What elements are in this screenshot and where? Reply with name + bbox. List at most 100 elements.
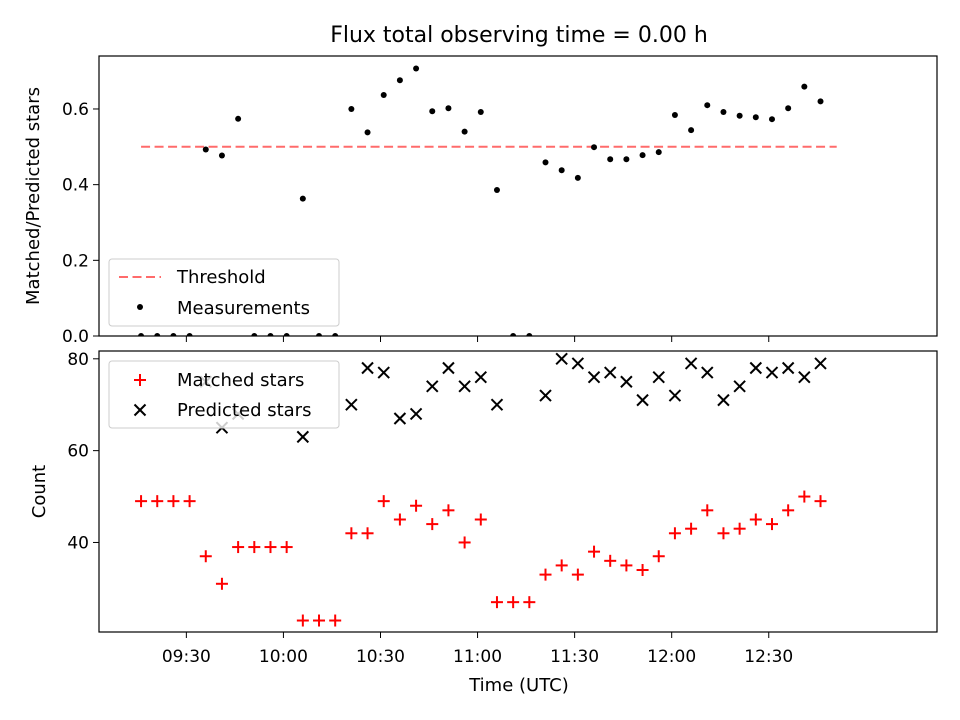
measurement-point <box>461 128 468 135</box>
matched-star-point <box>749 513 762 526</box>
matched-star-point <box>361 527 374 540</box>
bottom-y-tick-label: 80 <box>67 350 89 370</box>
matched-star-point <box>782 504 795 517</box>
matched-star-point <box>442 504 455 517</box>
cross-b <box>814 357 827 370</box>
legend-matched-label: Matched stars <box>177 370 304 391</box>
predicted-star-point <box>604 366 617 379</box>
matched-star-point <box>458 536 471 549</box>
measurement-point <box>623 156 630 163</box>
measurement-point <box>671 112 678 119</box>
legend-predicted-swatch <box>133 403 147 417</box>
measurement-point <box>380 91 387 98</box>
x-tick-label: 10:30 <box>356 647 405 667</box>
predicted-star-point <box>458 380 471 393</box>
predicted-star-point <box>571 357 585 370</box>
cross-b <box>555 352 568 366</box>
predicted-star-point <box>814 357 827 370</box>
top-plot-area <box>138 65 837 336</box>
top-y-axis-label: Matched/Predicted stars <box>23 87 44 305</box>
matched-star-point <box>490 596 503 609</box>
matched-star-point <box>313 614 326 627</box>
cross-b <box>765 366 779 379</box>
matched-star-point <box>588 545 601 558</box>
matched-star-point <box>814 495 827 508</box>
predicted-star-point <box>684 357 698 370</box>
top-y-tick-label: 0.2 <box>62 251 89 271</box>
measurement-point <box>801 83 808 90</box>
predicted-star-point <box>652 370 665 384</box>
measurement-point <box>170 333 177 336</box>
measurement-point <box>720 109 727 115</box>
cross-b <box>458 380 471 393</box>
matched-star-point <box>555 559 568 572</box>
measurement-point <box>591 144 598 151</box>
measurement-point <box>396 77 403 84</box>
x-tick-label: 10:00 <box>259 647 308 667</box>
predicted-star-point <box>733 380 746 393</box>
predicted-star-point <box>426 380 439 393</box>
measurement-point <box>283 333 290 336</box>
matched-star-point <box>345 527 358 540</box>
measurement-point <box>202 146 209 153</box>
predicted-star-point <box>701 366 714 379</box>
legend-predicted-label: Predicted stars <box>177 400 311 421</box>
measurement-point <box>429 108 436 115</box>
measurement-point <box>768 116 775 123</box>
measurement-point <box>752 114 759 121</box>
top-panel: 0.0 0.2 0.4 0.6 Matched/Predicted stars Thres… <box>23 55 938 347</box>
predicted-star-point <box>361 361 374 375</box>
top-y-tick-label: 0.4 <box>62 176 89 196</box>
cross-b <box>426 380 439 393</box>
cross-b <box>668 389 682 402</box>
predicted-star-point <box>490 398 504 411</box>
measurement-point <box>138 333 145 336</box>
measurement-point <box>218 152 225 159</box>
predicted-star-point <box>345 398 358 411</box>
cross-b <box>490 398 504 411</box>
matched-star-point <box>652 550 665 563</box>
predicted-star-point <box>393 412 407 425</box>
matched-star-point <box>167 495 180 508</box>
predicted-star-point <box>717 393 730 407</box>
matched-star-point <box>232 541 245 554</box>
measurement-point <box>413 65 420 72</box>
predicted-star-point <box>636 393 649 407</box>
matched-star-point <box>798 490 811 503</box>
cross-b <box>393 412 407 425</box>
matched-star-point <box>620 559 633 572</box>
measurement-point <box>316 333 323 336</box>
measurement-point <box>574 174 581 181</box>
matched-star-point <box>151 495 164 508</box>
legend-matched-swatch <box>134 374 146 386</box>
bottom-plot-area <box>135 352 827 627</box>
x-tick-label: 11:30 <box>550 647 599 667</box>
top-axes-frame <box>98 55 938 337</box>
matched-star-point <box>410 499 423 512</box>
measurement-point <box>348 105 355 112</box>
predicted-star-point <box>296 430 310 444</box>
predicted-star-point <box>749 361 763 375</box>
measurement-point <box>510 333 517 336</box>
measurement-point <box>493 186 500 193</box>
cross-b <box>409 407 423 421</box>
cross-b <box>604 366 617 379</box>
cross-b <box>684 357 698 370</box>
bottom-axes-frame <box>98 350 938 633</box>
top-legend-box <box>108 258 340 327</box>
cross-b <box>539 389 552 402</box>
measurement-point <box>251 333 258 336</box>
measurement-point <box>639 152 646 159</box>
x-tick-label: 12:00 <box>647 647 696 667</box>
matched-star-point <box>604 554 617 567</box>
measurement-point <box>558 167 565 174</box>
predicted-star-point <box>798 370 811 384</box>
matched-star-point <box>539 568 552 581</box>
cross-b <box>749 361 763 375</box>
matched-star-point <box>523 596 536 609</box>
measurement-point <box>332 333 339 336</box>
predicted-star-point <box>587 370 601 384</box>
matched-star-point <box>474 513 487 526</box>
